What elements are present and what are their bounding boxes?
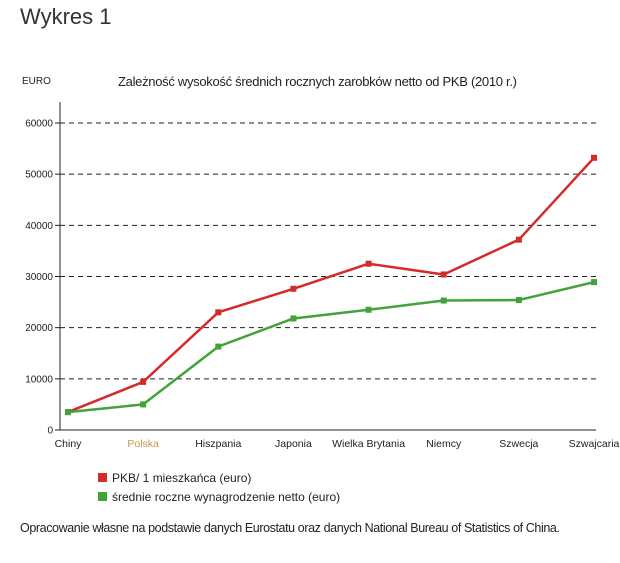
x-tick-label: Polska [127,438,159,450]
data-point-series-1 [515,297,522,304]
chart-title: Zależność wysokość średnich rocznych zar… [118,74,517,89]
y-tick-label: 20000 [25,323,53,334]
y-axis-unit-label: EURO [22,76,51,87]
data-point-series-1 [290,315,297,322]
data-point-series-0 [290,285,297,292]
series-line-0 [67,156,595,414]
x-tick-label: Hiszpania [195,438,241,450]
y-tick-label: 30000 [25,272,53,283]
x-tick-label: Japonia [275,438,312,450]
data-point-series-0 [215,309,222,316]
legend: PKB/ 1 mieszkańca (euro) średnie roczne … [98,468,340,506]
legend-label-pkb: PKB/ 1 mieszkańca (euro) [112,470,252,485]
x-tick-label: Niemcy [426,438,462,450]
y-tick-label: 0 [47,426,53,437]
legend-swatch-wages [98,492,107,501]
data-point-series-1 [365,306,372,313]
data-point-series-0 [365,260,372,267]
series-line-1 [67,280,595,414]
x-tick-label: Wielka Brytania [332,438,405,450]
data-point-series-1 [591,279,597,286]
x-tick-label: Szwecja [499,438,538,450]
line-chart: 0 10000 20000 30000 40000 50000 60000 Chiny Pols… [25,102,620,450]
data-point-series-1 [440,297,447,304]
y-tick-label: 60000 [25,119,53,130]
source-note: Opracowanie własne na podstawie danych E… [20,521,560,535]
data-point-series-1 [215,343,222,350]
data-point-series-0 [515,236,522,243]
data-point-series-1 [140,401,147,408]
legend-item-wages: średnie roczne wynagrodzenie netto (euro… [98,487,340,506]
data-point-series-0 [591,154,597,161]
figure-heading: Wykres 1 [20,4,112,29]
y-tick-label: 10000 [25,374,53,385]
data-point-series-1 [65,409,71,416]
legend-swatch-pkb [98,473,107,482]
x-tick-label: Szwajcaria [569,438,620,450]
y-tick-label: 50000 [25,170,53,181]
legend-label-wages: średnie roczne wynagrodzenie netto (euro… [112,489,341,504]
y-tick-label: 40000 [25,221,53,232]
data-point-series-0 [140,378,147,385]
data-point-series-0 [440,271,447,278]
x-tick-label: Chiny [55,438,83,450]
legend-item-pkb: PKB/ 1 mieszkańca (euro) [98,468,340,487]
